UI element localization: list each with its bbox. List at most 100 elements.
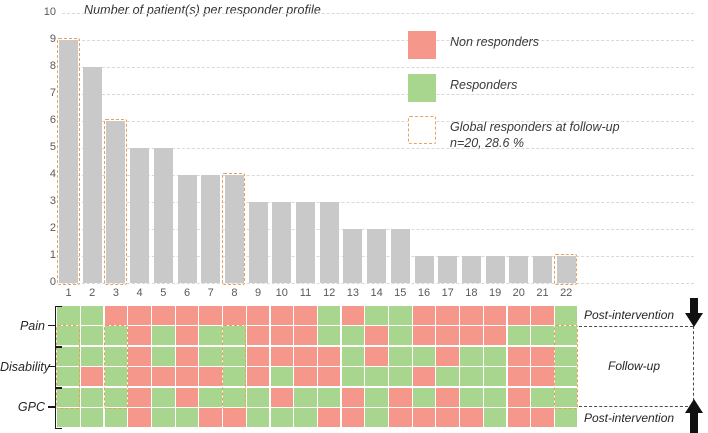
heatmap-cell — [483, 346, 507, 366]
heatmap-cell — [128, 306, 151, 325]
grid-line — [62, 175, 694, 176]
legend-label: Non responders — [450, 35, 539, 49]
measure-bracket-tick — [48, 365, 55, 367]
non-responders-swatch — [408, 31, 436, 59]
up-arrow-head-icon — [685, 399, 703, 413]
x-tick-label: 6 — [183, 287, 191, 299]
heatmap-cell — [554, 367, 578, 387]
heatmap-cell — [531, 387, 554, 407]
heatmap-cell — [270, 367, 293, 387]
global-responders-swatch — [408, 116, 436, 144]
legend-item-responders: Responders — [408, 74, 517, 102]
bar — [533, 256, 552, 283]
heatmap-cell — [483, 367, 507, 387]
follow-up-label: Follow-up — [607, 359, 661, 373]
heatmap-cell — [223, 346, 246, 366]
heatmap-cell — [128, 367, 151, 387]
grid-line — [62, 94, 694, 95]
heatmap-cell — [460, 306, 483, 325]
legend-item-non-responders: Non responders — [408, 31, 539, 59]
heatmap-cell — [507, 306, 530, 325]
x-tick-label: 7 — [207, 287, 214, 299]
grid-line — [62, 40, 694, 41]
heatmap-cell — [175, 367, 199, 387]
bar — [201, 175, 221, 283]
bar — [485, 256, 505, 283]
measure-bracket — [55, 306, 62, 348]
heatmap-cell — [152, 367, 175, 387]
heatmap-cell — [483, 326, 507, 346]
heatmap-cell — [483, 387, 507, 407]
heatmap-cell — [531, 367, 554, 387]
x-tick-label: 12 — [323, 287, 336, 299]
bar — [438, 256, 458, 283]
heatmap-cell — [436, 326, 459, 346]
heatmap-cell — [317, 326, 341, 346]
x-tick-label: 16 — [417, 287, 431, 299]
heatmap-cell — [412, 306, 436, 325]
heatmap-cell — [104, 326, 128, 346]
heatmap-cell — [152, 387, 175, 407]
heatmap-cell — [152, 326, 175, 346]
x-tick-label: 8 — [231, 287, 238, 299]
heatmap-cell — [80, 306, 104, 325]
heatmap-cell — [317, 387, 341, 407]
chart-title: Number of patient(s) per responder profi… — [84, 3, 321, 17]
heatmap-cell — [80, 387, 104, 407]
bar — [130, 148, 150, 283]
heatmap-cell — [436, 306, 459, 325]
x-tick-label: 11 — [299, 287, 312, 299]
heatmap-cell — [412, 408, 436, 427]
heatmap-cell — [57, 346, 80, 366]
global-responder-followup-box — [553, 325, 578, 409]
measure-bracket-tick — [48, 324, 55, 327]
x-tick-label: 10 — [275, 287, 288, 299]
heatmap-cell — [531, 326, 554, 346]
heatmap-cell — [460, 367, 483, 387]
heatmap-cell — [246, 367, 270, 387]
heatmap-cell — [199, 346, 222, 366]
legend-label-line2: n=20, 28.6 % — [450, 136, 525, 150]
legend-label-line1: Global responders at follow-up — [450, 120, 620, 134]
heatmap-cell — [152, 408, 175, 427]
x-tick-label: 13 — [346, 287, 360, 299]
y-tick-label: 3 — [49, 195, 56, 207]
heatmap-cell — [554, 306, 578, 325]
heatmap-cell — [199, 367, 222, 387]
heatmap-cell — [483, 408, 507, 427]
heatmap-cell — [294, 367, 317, 387]
heatmap-cell — [80, 346, 104, 366]
grid-line — [62, 13, 694, 14]
follow-up-window-bottom-line — [579, 406, 693, 407]
bar — [319, 202, 339, 283]
heatmap-cell — [104, 387, 128, 407]
heatmap-cell — [199, 306, 222, 325]
follow-up-window-right-line — [693, 326, 694, 406]
grid-line — [62, 67, 694, 68]
heatmap-cell — [57, 326, 80, 346]
grid-line — [62, 148, 694, 149]
heatmap-cell — [223, 408, 246, 427]
global-responder-bar-box — [554, 253, 578, 285]
x-tick-label: 2 — [89, 287, 96, 299]
heatmap-cell — [554, 408, 578, 427]
heatmap-cell — [270, 387, 293, 407]
heatmap-cell — [389, 367, 412, 387]
bar — [59, 40, 78, 283]
heatmap-cell — [412, 387, 436, 407]
heatmap-cell — [389, 326, 412, 346]
heatmap-cell — [246, 387, 270, 407]
bar — [461, 256, 481, 283]
heatmap-cell — [270, 408, 293, 427]
bar — [343, 229, 363, 283]
post-intervention-bottom-label: Post-intervention — [584, 411, 675, 425]
heatmap-cell — [531, 346, 554, 366]
bar — [82, 67, 102, 283]
x-tick-label: 22 — [560, 287, 573, 299]
heatmap-cell — [270, 346, 293, 366]
heatmap-cell — [80, 367, 104, 387]
heatmap-cell — [389, 408, 412, 427]
heatmap-cell — [460, 408, 483, 427]
heatmap-cell — [294, 326, 317, 346]
up-arrow-shaft-icon — [690, 412, 698, 433]
